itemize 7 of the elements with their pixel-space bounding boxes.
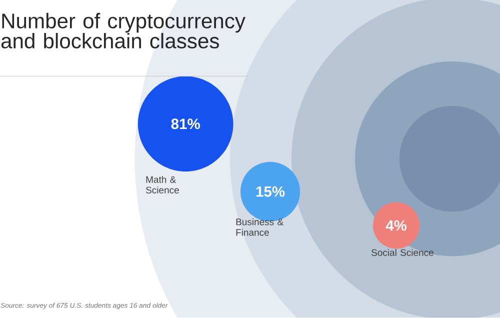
category-label: Business & Finance: [236, 218, 284, 236]
data-label: 15%: [256, 186, 285, 198]
category-label: Math & Science: [146, 176, 179, 194]
data-label: 4%: [386, 220, 407, 231]
text: Number of cryptocurrency and blockchain classes: [1, 13, 246, 49]
category-label: Social Science: [371, 249, 434, 256]
data-label: 81%: [171, 118, 200, 130]
